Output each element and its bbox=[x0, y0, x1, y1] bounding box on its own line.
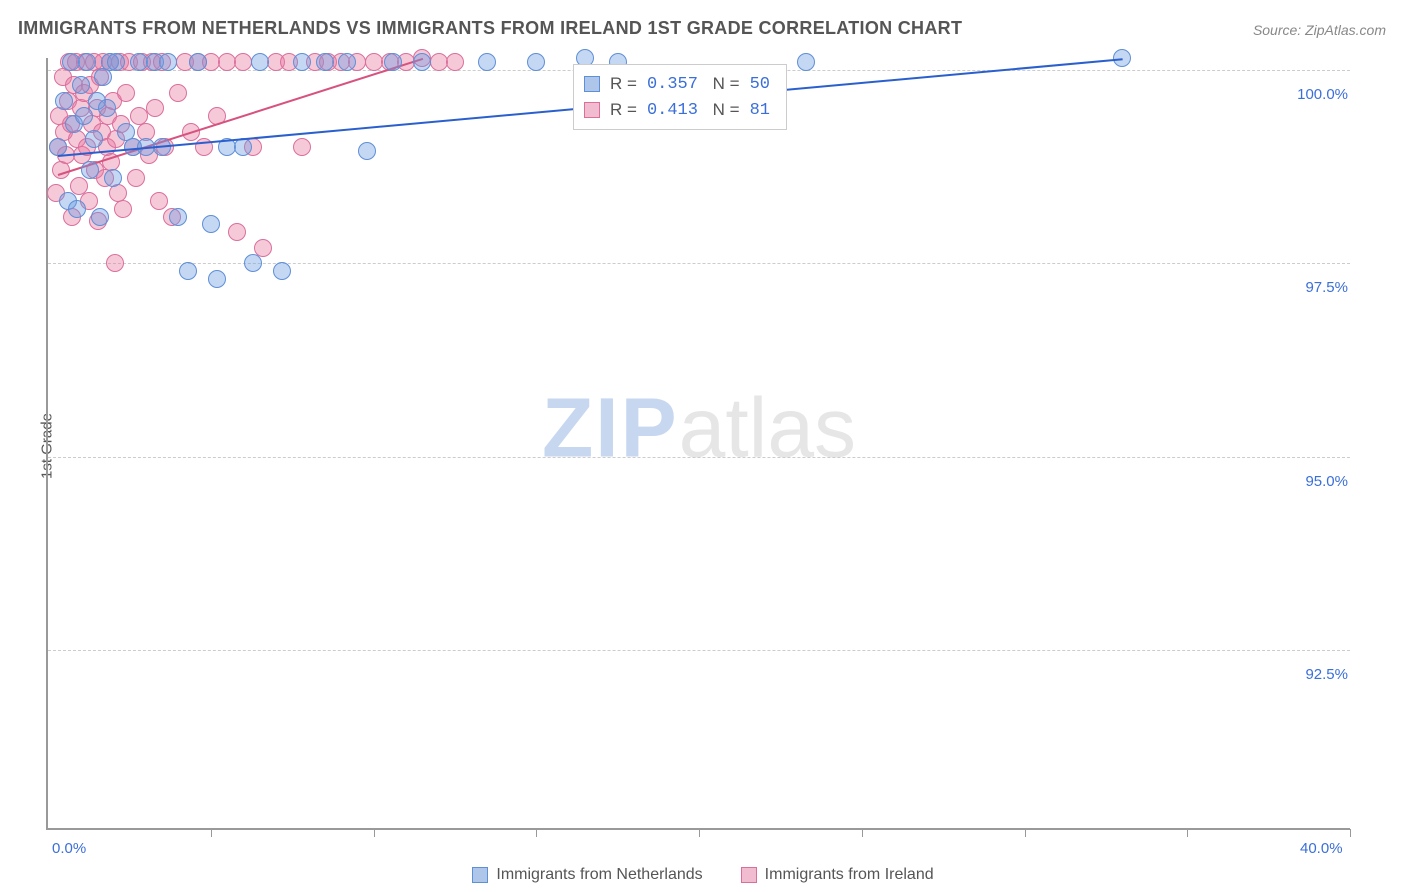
legend-swatch-s1 bbox=[472, 867, 488, 883]
data-point-s1 bbox=[98, 99, 116, 117]
data-point-s1 bbox=[202, 215, 220, 233]
data-point-s2 bbox=[234, 53, 252, 71]
data-point-s1 bbox=[94, 68, 112, 86]
corr-n-label: N = bbox=[708, 100, 740, 120]
chart-title: IMMIGRANTS FROM NETHERLANDS VS IMMIGRANT… bbox=[18, 18, 962, 39]
data-point-s2 bbox=[293, 138, 311, 156]
corr-r-label: R = bbox=[610, 100, 637, 120]
data-point-s2 bbox=[365, 53, 383, 71]
gridline bbox=[48, 457, 1350, 458]
data-point-s2 bbox=[117, 84, 135, 102]
x-end-label: 40.0% bbox=[1300, 840, 1343, 857]
data-point-s1 bbox=[413, 53, 431, 71]
data-point-s2 bbox=[150, 192, 168, 210]
data-point-s1 bbox=[159, 53, 177, 71]
watermark: ZIPatlas bbox=[542, 379, 856, 476]
data-point-s1 bbox=[797, 53, 815, 71]
legend-label-s2: Immigrants from Ireland bbox=[765, 866, 934, 884]
data-point-s1 bbox=[244, 254, 262, 272]
data-point-s1 bbox=[208, 270, 226, 288]
x-tick bbox=[699, 829, 700, 837]
corr-r-label: R = bbox=[610, 74, 637, 94]
data-point-s2 bbox=[446, 53, 464, 71]
y-tick-label: 97.5% bbox=[1288, 279, 1348, 296]
x-tick bbox=[862, 829, 863, 837]
legend-bottom: Immigrants from Netherlands Immigrants f… bbox=[0, 866, 1406, 884]
plot-area: ZIPatlas 100.0%97.5%95.0%92.5%0.0%40.0% bbox=[46, 58, 1350, 830]
y-tick-label: 95.0% bbox=[1288, 473, 1348, 490]
corr-n-s1: 50 bbox=[750, 75, 770, 94]
corr-r-s1: 0.357 bbox=[647, 75, 698, 94]
data-point-s1 bbox=[72, 76, 90, 94]
corr-n-s2: 81 bbox=[750, 101, 770, 120]
x-start-label: 0.0% bbox=[52, 840, 86, 857]
data-point-s1 bbox=[169, 208, 187, 226]
data-point-s1 bbox=[273, 262, 291, 280]
corr-row-s2: R = 0.413 N = 81 bbox=[584, 97, 770, 123]
data-point-s1 bbox=[478, 53, 496, 71]
chart-source: Source: ZipAtlas.com bbox=[1253, 22, 1386, 38]
data-point-s1 bbox=[104, 169, 122, 187]
x-tick bbox=[1350, 829, 1351, 837]
corr-n-label: N = bbox=[708, 74, 740, 94]
corr-r-s2: 0.413 bbox=[647, 101, 698, 120]
data-point-s1 bbox=[49, 138, 67, 156]
data-point-s1 bbox=[68, 200, 86, 218]
data-point-s1 bbox=[293, 53, 311, 71]
legend-item-s1: Immigrants from Netherlands bbox=[472, 866, 702, 884]
data-point-s1 bbox=[85, 130, 103, 148]
corr-swatch-s1 bbox=[584, 76, 600, 92]
correlation-box: R = 0.357 N = 50 R = 0.413 N = 81 bbox=[573, 64, 787, 130]
data-point-s1 bbox=[251, 53, 269, 71]
data-point-s1 bbox=[189, 53, 207, 71]
gridline bbox=[48, 650, 1350, 651]
data-point-s1 bbox=[358, 142, 376, 160]
x-tick bbox=[211, 829, 212, 837]
data-point-s1 bbox=[384, 53, 402, 71]
x-tick bbox=[536, 829, 537, 837]
legend-swatch-s2 bbox=[741, 867, 757, 883]
data-point-s2 bbox=[114, 200, 132, 218]
data-point-s1 bbox=[55, 92, 73, 110]
x-tick bbox=[1187, 829, 1188, 837]
x-tick bbox=[1025, 829, 1026, 837]
data-point-s1 bbox=[75, 107, 93, 125]
x-tick bbox=[374, 829, 375, 837]
data-point-s1 bbox=[527, 53, 545, 71]
corr-row-s1: R = 0.357 N = 50 bbox=[584, 71, 770, 97]
y-tick-label: 100.0% bbox=[1288, 86, 1348, 103]
data-point-s1 bbox=[91, 208, 109, 226]
data-point-s2 bbox=[430, 53, 448, 71]
data-point-s2 bbox=[146, 99, 164, 117]
y-tick-label: 92.5% bbox=[1288, 666, 1348, 683]
data-point-s1 bbox=[78, 53, 96, 71]
data-point-s2 bbox=[106, 254, 124, 272]
legend-item-s2: Immigrants from Ireland bbox=[741, 866, 934, 884]
data-point-s2 bbox=[228, 223, 246, 241]
data-point-s1 bbox=[179, 262, 197, 280]
legend-label-s1: Immigrants from Netherlands bbox=[496, 866, 702, 884]
data-point-s1 bbox=[316, 53, 334, 71]
data-point-s2 bbox=[169, 84, 187, 102]
corr-swatch-s2 bbox=[584, 102, 600, 118]
data-point-s2 bbox=[127, 169, 145, 187]
